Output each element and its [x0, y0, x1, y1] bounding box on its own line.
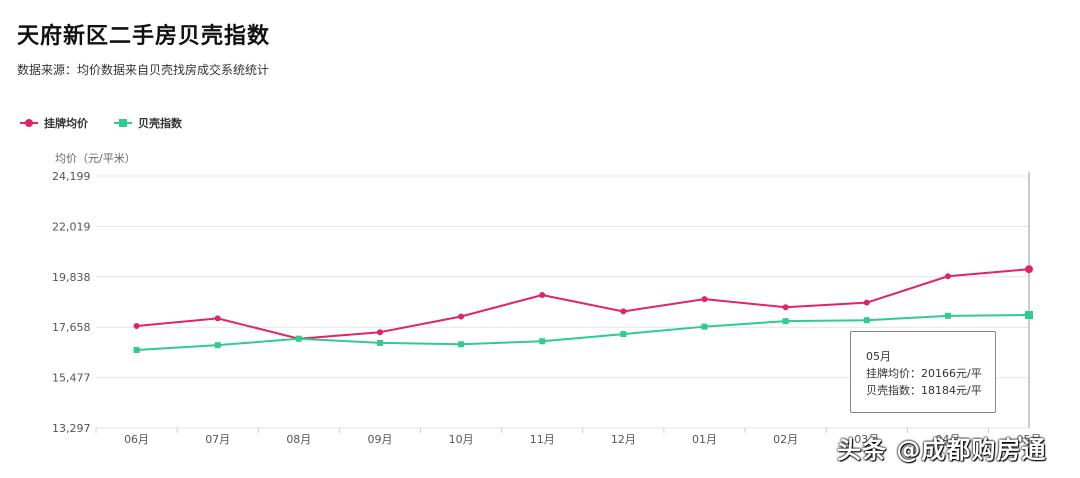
- data-point-index: [782, 318, 789, 325]
- tooltip: 05月 挂牌均价：20166元/平 贝壳指数：18184元/平: [850, 331, 996, 413]
- data-point-listing: [539, 292, 546, 299]
- data-point-listing: [620, 308, 627, 315]
- data-point-index: [620, 331, 627, 338]
- data-point-index: [133, 347, 140, 354]
- y-tick-label: 19,838: [52, 271, 91, 284]
- data-point-index: [944, 312, 951, 319]
- legend-label-index: 贝壳指数: [138, 117, 182, 130]
- data-point-index: [539, 338, 546, 345]
- y-tick-label: 13,297: [52, 422, 91, 435]
- y-tick-label: 15,477: [52, 372, 91, 385]
- y-tick-label: 22,019: [52, 220, 91, 233]
- data-point-listing: [133, 323, 140, 330]
- x-tick-label: 09月: [367, 433, 392, 446]
- data-point-listing: [782, 304, 789, 311]
- y-tick-label: 17,658: [52, 321, 91, 334]
- x-tick-label: 02月: [773, 433, 798, 446]
- tooltip-listing-price: 挂牌均价：20166元/平: [866, 367, 982, 380]
- x-tick-label: 12月: [611, 433, 636, 446]
- watermark: 头条 @成都购房通: [837, 436, 1047, 464]
- data-source-note: 数据来源：均价数据来自贝壳找房成交系统统计: [17, 63, 270, 77]
- tooltip-month: 05月: [866, 350, 891, 363]
- y-tick-label: 24,199: [52, 170, 91, 183]
- data-point-index: [863, 317, 870, 324]
- series-line-1: [136, 314, 1030, 352]
- data-point-listing: [1025, 265, 1033, 274]
- x-tick-label: 01月: [692, 433, 717, 446]
- x-tick-label: 08月: [286, 433, 311, 446]
- x-tick-label: 11月: [530, 433, 555, 446]
- legend-item-listing[interactable]: 挂牌均价: [20, 115, 88, 131]
- series-line-0: [136, 268, 1030, 340]
- data-point-listing: [701, 296, 708, 303]
- legend-swatch-listing: [20, 118, 38, 128]
- x-tick-label: 04月: [935, 433, 960, 446]
- x-tick-label: 06月: [124, 433, 149, 446]
- tooltip-index-price: 贝壳指数：18184元/平: [866, 384, 982, 397]
- data-point-listing: [944, 273, 951, 280]
- data-point-listing: [214, 315, 221, 322]
- legend: 挂牌均价 贝壳指数: [20, 115, 182, 131]
- data-point-listing: [863, 299, 870, 306]
- data-point-index: [214, 342, 221, 349]
- legend-label-listing: 挂牌均价: [44, 117, 88, 130]
- data-point-index: [701, 323, 708, 330]
- page-title: 天府新区二手房贝壳指数: [17, 24, 271, 49]
- data-point-index: [458, 341, 465, 348]
- x-tick-label: 05月: [1017, 433, 1042, 446]
- data-point-listing: [458, 313, 465, 320]
- y-axis-label: 均价（元/平米）: [55, 152, 136, 165]
- data-point-index: [1025, 311, 1033, 320]
- legend-item-index[interactable]: 贝壳指数: [114, 115, 182, 131]
- x-tick-label: 10月: [449, 433, 474, 446]
- data-point-index: [376, 339, 383, 346]
- x-tick-label: 07月: [205, 433, 230, 446]
- data-point-listing: [376, 329, 383, 336]
- x-tick-label: 03月: [854, 433, 879, 446]
- legend-swatch-index: [114, 118, 132, 128]
- data-point-index: [295, 335, 302, 342]
